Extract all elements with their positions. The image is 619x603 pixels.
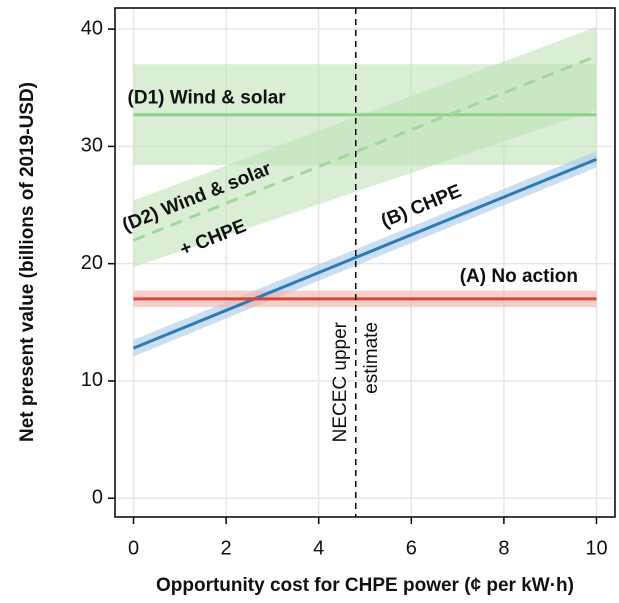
reference-label: NECEC upper [330,321,351,442]
x-axis-title: Opportunity cost for CHPE power (¢ per k… [156,575,574,596]
x-tick-label: 6 [406,537,417,559]
x-tick-label: 8 [498,537,509,559]
plot-frame [114,7,616,518]
x-tick-label: 0 [128,537,139,559]
y-tick-label: 0 [92,487,103,509]
y-axis-title: Net present value (billions of 2019-USD) [17,82,38,442]
series-label: (D1) Wind & solar [128,88,287,109]
series-line [132,54,598,242]
x-tick-label: 10 [585,537,607,559]
y-tick-label: 40 [81,17,103,39]
y-tick-label: 30 [81,135,103,157]
x-tick-label: 4 [313,537,324,559]
reference-label: estimate [361,322,382,394]
series-line [132,157,598,350]
series-label: (A) No action [460,266,578,287]
y-tick-label: 10 [81,369,103,391]
y-tick-label: 20 [81,252,103,274]
x-tick-label: 2 [221,537,232,559]
